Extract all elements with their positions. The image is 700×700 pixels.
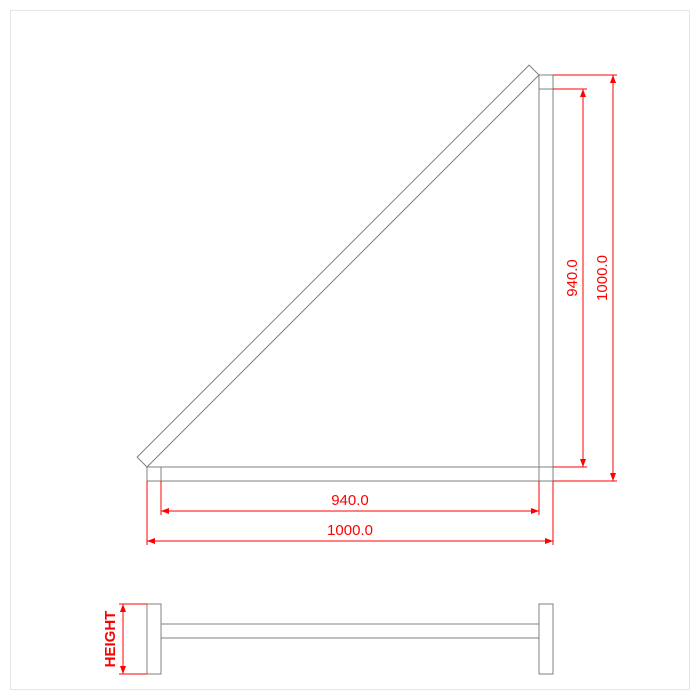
triangle-frame: [137, 65, 553, 481]
dim-width-inner: 940.0: [331, 492, 369, 509]
dim-width-outer: 1000.0: [327, 522, 373, 539]
dim-height-label: HEIGHT: [102, 611, 119, 668]
dim-height-inner: 940.0: [564, 259, 581, 297]
side-elevation: [147, 604, 553, 674]
dim-height-outer: 1000.0: [594, 255, 611, 301]
drawing-frame: 940.0 1000.0 940.0 1000.0 HEIGHT: [10, 10, 690, 690]
technical-drawing: 940.0 1000.0 940.0 1000.0 HEIGHT: [11, 11, 689, 689]
